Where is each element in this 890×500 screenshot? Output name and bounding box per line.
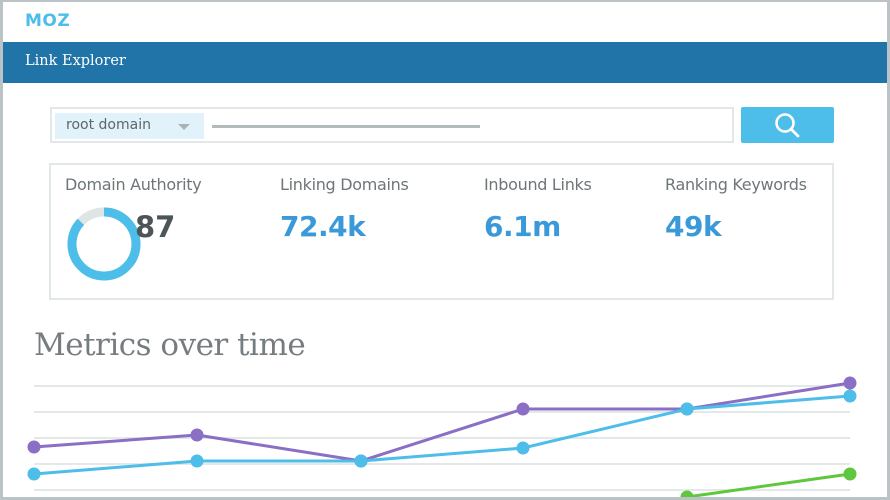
metric-value: 72.4k [280,210,366,243]
search-icon [775,113,800,138]
moz-logo[interactable]: MOZ [25,11,71,31]
metric-value: 87 [135,210,176,244]
scope-dropdown-label: root domain [66,117,151,133]
data-point-green[interactable] [680,490,694,500]
metric-value: 49k [665,210,722,243]
data-point-purple[interactable] [516,402,530,416]
scope-dropdown[interactable]: root domain [55,113,204,139]
data-point-blue[interactable] [516,441,530,455]
navbar: Link Explorer [0,42,890,83]
data-point-blue[interactable] [354,454,368,468]
page-title[interactable]: Link Explorer [25,53,126,69]
metric-label: Linking Domains [280,175,409,194]
top-logo-bar: MOZ [0,0,890,42]
metric-value: 6.1m [484,210,561,243]
metric-label: Ranking Keywords [665,175,807,194]
metric-label: Inbound Links [484,175,592,194]
series-line-purple [33,381,851,463]
data-point-blue[interactable] [843,389,857,403]
metric-inbound-links: Inbound Links 6.1m [484,175,592,243]
series-line-green [686,472,851,499]
chevron-down-icon [178,124,190,130]
section-title: Metrics over time [34,327,306,363]
data-point-blue[interactable] [190,454,204,468]
metric-linking-domains: Linking Domains 72.4k [280,175,409,243]
metric-domain-authority: Domain Authority [65,175,202,194]
search-button[interactable] [741,107,834,143]
metric-ranking-keywords: Ranking Keywords 49k [665,175,807,243]
data-point-blue[interactable] [27,467,41,481]
data-point-purple[interactable] [190,428,204,442]
metrics-summary-card: Domain Authority 87 Linking Domains 72.4… [49,163,834,300]
data-point-green[interactable] [843,467,857,481]
metric-label: Domain Authority [65,175,202,194]
domain-authority-donut [67,207,141,281]
data-point-purple[interactable] [843,376,857,390]
data-point-blue[interactable] [680,402,694,416]
data-point-purple[interactable] [27,440,41,454]
series-line-blue [33,394,851,476]
